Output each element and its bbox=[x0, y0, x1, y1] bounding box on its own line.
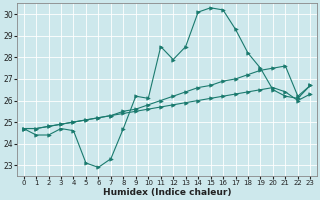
X-axis label: Humidex (Indice chaleur): Humidex (Indice chaleur) bbox=[103, 188, 231, 197]
